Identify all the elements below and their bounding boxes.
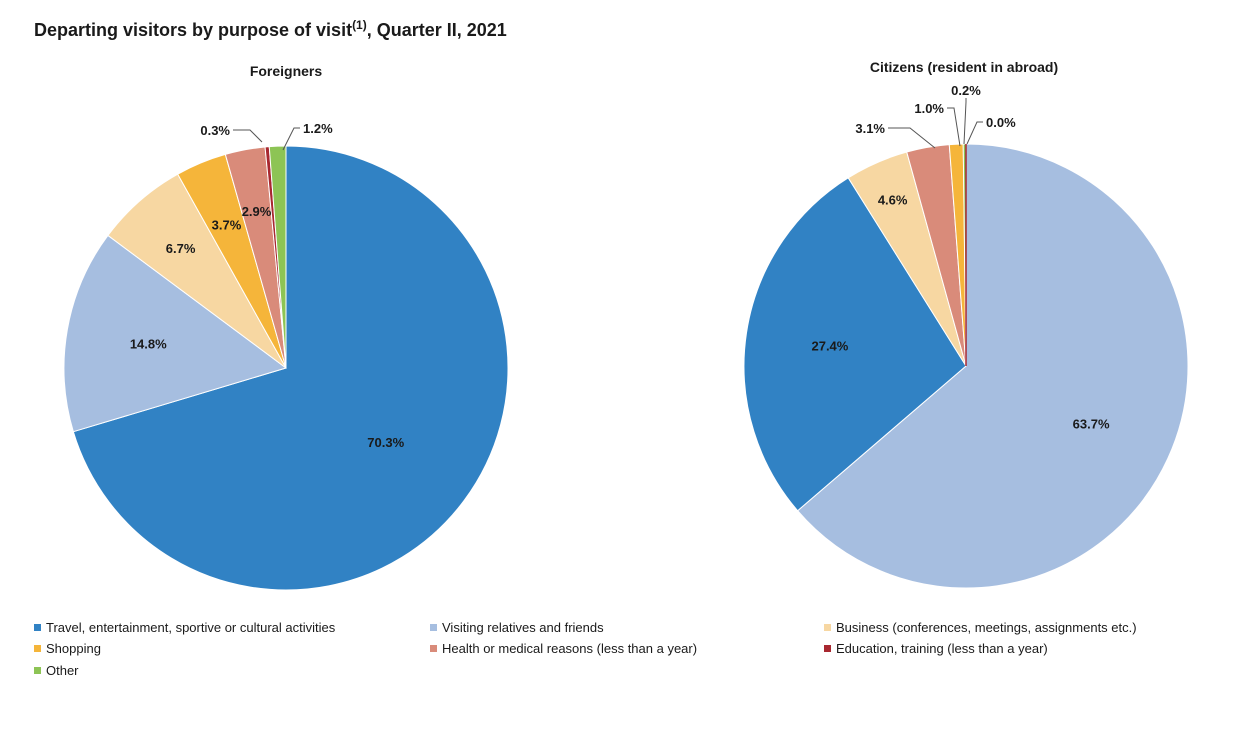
legend-item: Health or medical reasons (less than a y… — [430, 641, 697, 656]
legend-item: Business (conferences, meetings, assignm… — [824, 620, 1137, 635]
legend-swatch — [34, 667, 41, 674]
slice-citizens-1 — [796, 143, 1189, 589]
pie-charts: Foreigners 70.3% 14.8% 6.7% 3.7%2.9% 0.3% 1.2%… — [63, 59, 1189, 591]
legend: Travel, entertainment, sportive or cultu… — [34, 620, 1234, 700]
data-label-citizens-6: 0.2% — [951, 83, 981, 98]
pie-title-foreigners: Foreigners — [250, 63, 323, 79]
data-label-foreigners-4: 3.7% — [212, 217, 242, 232]
data-label-foreigners-7: 1.2% — [303, 121, 333, 136]
chart-title-footnote: (1) — [352, 18, 367, 32]
legend-swatch — [34, 624, 41, 631]
leader-line-citizens-5 — [947, 107, 961, 147]
legend-label: Education, training (less than a year) — [836, 641, 1048, 656]
legend-swatch — [430, 624, 437, 631]
data-label-citizens-7: 0.0% — [986, 115, 1016, 130]
data-label-foreigners-6: 0.3% — [200, 123, 230, 138]
data-label-citizens-3: 4.6% — [878, 192, 908, 207]
legend-swatch — [824, 624, 831, 631]
data-label-foreigners-5: 2.9% — [242, 204, 272, 219]
data-label-foreigners-2: 14.8% — [130, 337, 167, 352]
legend-item: Other — [34, 663, 79, 678]
chart-title-rest: , Quarter II, 2021 — [366, 20, 507, 40]
data-label-citizens-2: 27.4% — [811, 338, 848, 353]
leader-line-citizens-6 — [963, 98, 967, 145]
legend-item: Visiting relatives and friends — [430, 620, 604, 635]
legend-item: Travel, entertainment, sportive or cultu… — [34, 620, 335, 635]
chart-title-text: Departing visitors by purpose of visit — [34, 20, 353, 40]
legend-swatch — [34, 645, 41, 652]
data-label-foreigners-1: 70.3% — [367, 435, 404, 450]
chart-title: Departing visitors by purpose of visit(1… — [34, 18, 507, 41]
legend-swatch — [430, 645, 437, 652]
legend-item: Shopping — [34, 641, 101, 656]
data-label-citizens-1: 63.7% — [1073, 416, 1110, 431]
slice-foreigners-1 — [72, 145, 509, 591]
legend-label: Health or medical reasons (less than a y… — [442, 641, 698, 656]
leader-line-foreigners-7 — [282, 127, 300, 151]
data-label-citizens-4: 3.1% — [855, 121, 885, 136]
legend-label: Travel, entertainment, sportive or cultu… — [46, 620, 336, 635]
legend-label: Visiting relatives and friends — [442, 620, 604, 635]
pie-title-citizens: Citizens (resident in abroad) — [870, 59, 1058, 75]
slice-foreigners-7 — [268, 145, 287, 369]
leader-line-foreigners-6 — [233, 129, 263, 143]
legend-label: Other — [46, 663, 79, 678]
legend-label: Business (conferences, meetings, assignm… — [836, 620, 1137, 635]
slice-foreigners-2 — [63, 234, 288, 433]
legend-item: Education, training (less than a year) — [824, 641, 1048, 656]
leader-line-citizens-4 — [888, 127, 936, 149]
legend-label: Shopping — [46, 641, 101, 656]
data-label-citizens-5: 1.0% — [914, 101, 944, 116]
slice-citizens-2 — [743, 177, 967, 512]
legend-swatch — [824, 645, 831, 652]
data-label-foreigners-3: 6.7% — [166, 241, 196, 256]
leader-line-citizens-7 — [966, 121, 983, 145]
